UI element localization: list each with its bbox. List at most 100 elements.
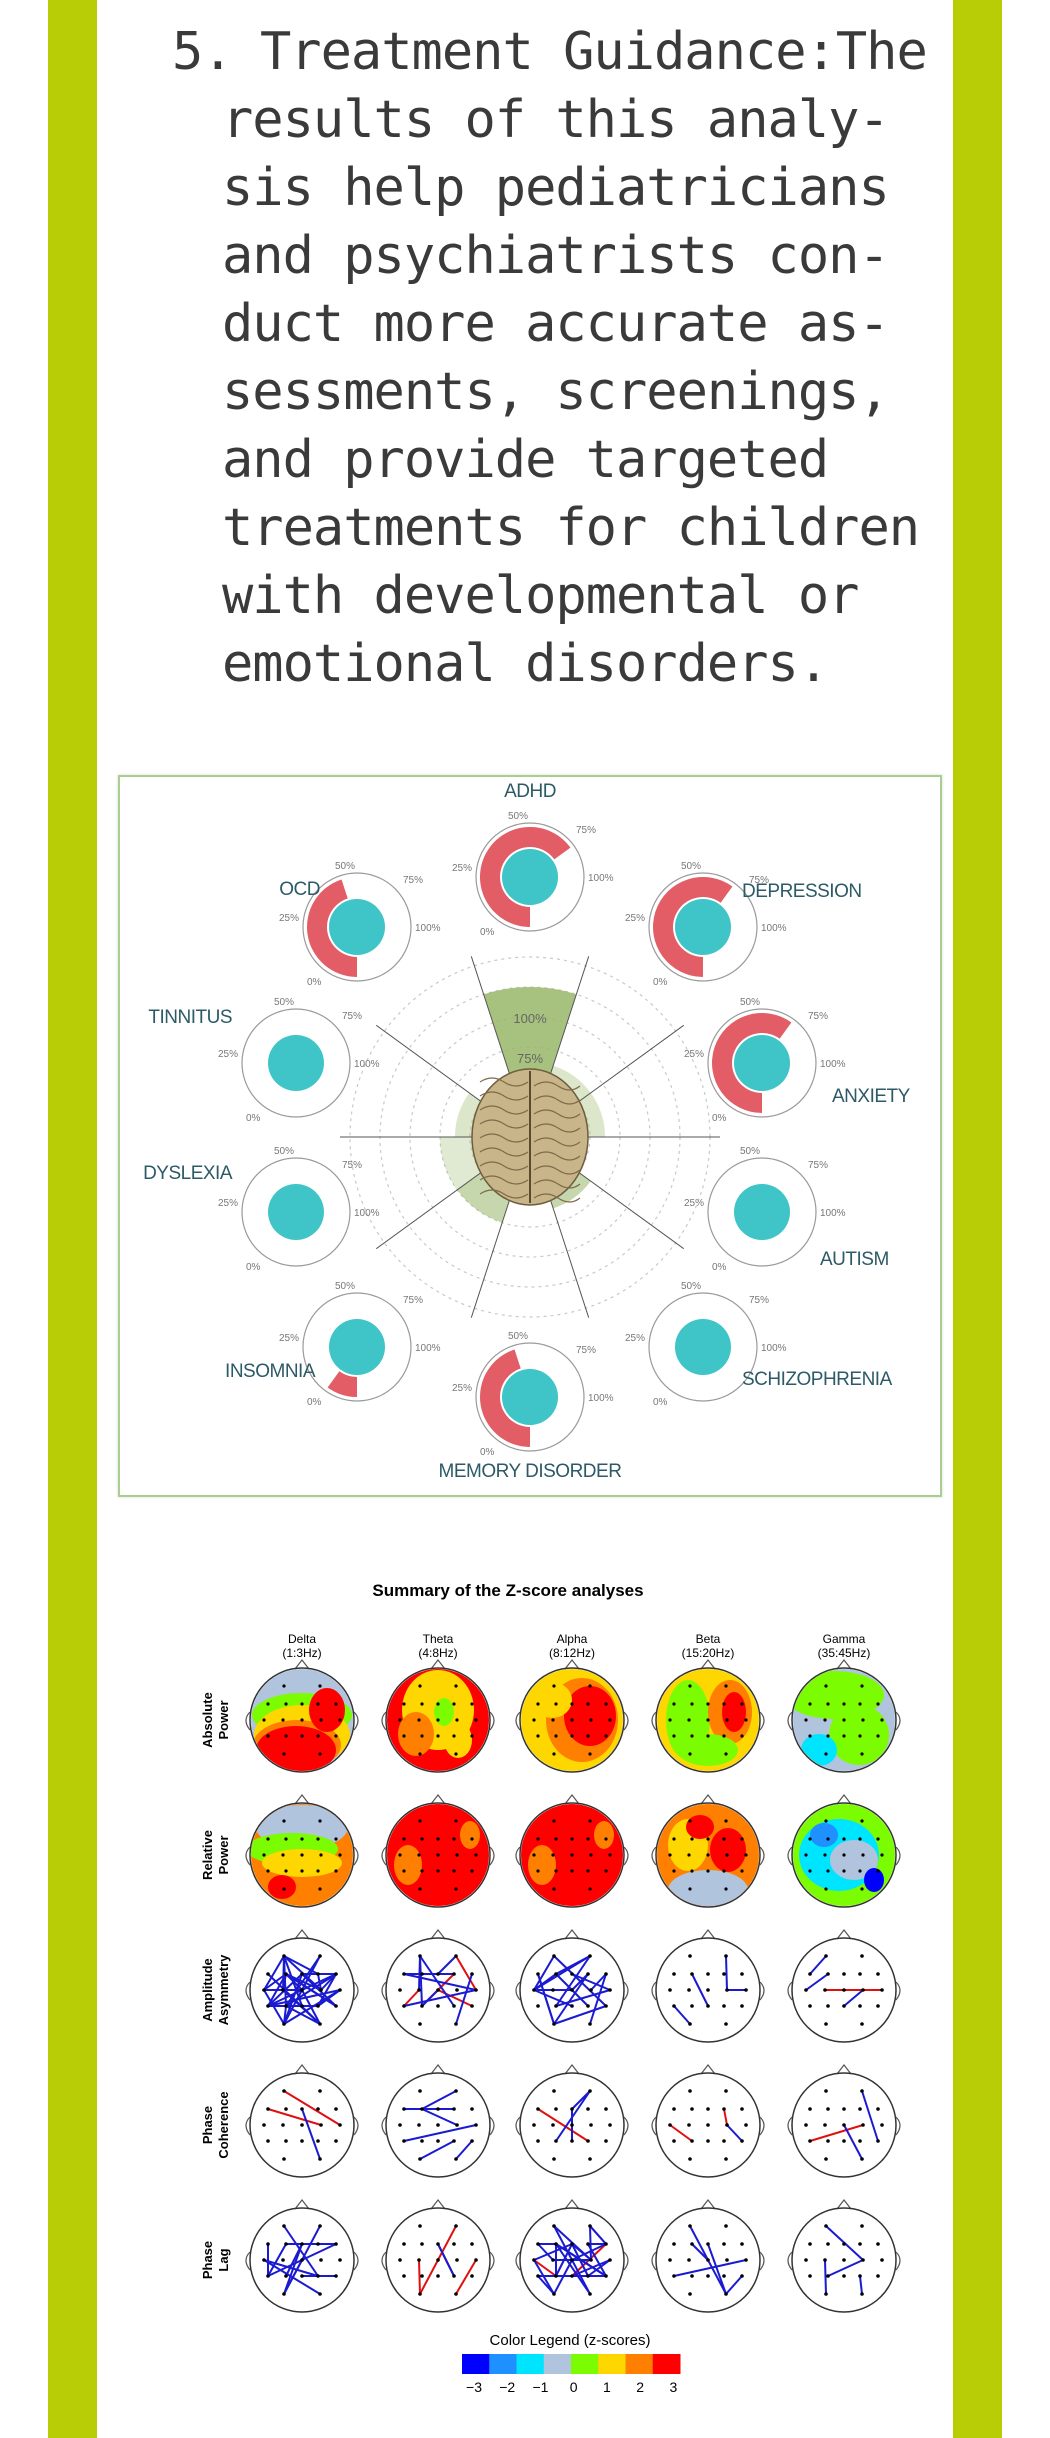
electrode-dot bbox=[668, 1853, 672, 1857]
electrode-dot bbox=[452, 2274, 456, 2278]
connection-line bbox=[455, 1955, 477, 1991]
head-outline bbox=[385, 2072, 491, 2178]
electrode-dot bbox=[418, 1819, 422, 1823]
electrode-dot bbox=[826, 2004, 830, 2008]
connection-line bbox=[267, 2243, 287, 2277]
electrode-dot bbox=[532, 2123, 536, 2127]
brain-gyrus bbox=[479, 1105, 581, 1119]
connection-line bbox=[805, 1973, 829, 1991]
electrode-dot bbox=[417, 1853, 421, 1857]
connection-line bbox=[267, 2108, 322, 2126]
connectivity-head bbox=[515, 2064, 629, 2178]
electrode-dot bbox=[418, 1752, 422, 1756]
head-ear bbox=[489, 1981, 495, 2001]
topomap-blob bbox=[830, 1840, 878, 1880]
head-ear bbox=[381, 2116, 387, 2136]
electrode-dot bbox=[318, 1887, 322, 1891]
disorder-gauge: 50% 75% 25% 100% 0% bbox=[684, 1146, 846, 1273]
connection-line bbox=[285, 1973, 337, 2007]
electrode-dot bbox=[586, 1972, 590, 1976]
head-ear bbox=[245, 2251, 251, 2271]
head-ear bbox=[489, 2116, 495, 2136]
electrode-dot bbox=[842, 2004, 846, 2008]
connectivity-head bbox=[651, 2199, 765, 2313]
gauge-core bbox=[502, 1369, 558, 1425]
electrode-dot bbox=[300, 1837, 304, 1841]
head-outline bbox=[249, 1802, 355, 1908]
head-ear bbox=[353, 2116, 359, 2136]
electrode-dot bbox=[604, 1972, 608, 1976]
electrode-dot bbox=[418, 2089, 422, 2093]
electrode-dot bbox=[842, 1837, 846, 1841]
electrode-dot bbox=[858, 2274, 862, 2278]
connection-line bbox=[437, 2243, 455, 2277]
electrode-dot bbox=[842, 2107, 846, 2111]
electrode-dot bbox=[455, 1718, 459, 1722]
topomap-head bbox=[245, 1794, 359, 1908]
gauge-tick-label: 100% bbox=[820, 1059, 846, 1070]
electrode-dot bbox=[402, 2242, 406, 2246]
electrode-dot bbox=[300, 2274, 304, 2278]
gauge-tick-label: 75% bbox=[749, 875, 769, 886]
electrode-dot bbox=[402, 1972, 406, 1976]
electrode-dot bbox=[436, 1972, 440, 1976]
band-name: Theta bbox=[423, 1632, 454, 1646]
electrode-dot bbox=[318, 2022, 322, 2026]
connection-line bbox=[725, 2275, 743, 2295]
head-nose bbox=[294, 2064, 310, 2075]
row-label: Power bbox=[216, 1835, 231, 1874]
head-ear bbox=[759, 1711, 765, 1731]
electrode-dot bbox=[861, 1853, 865, 1857]
gauge-tick-label: 100% bbox=[354, 1208, 380, 1219]
electrode-dot bbox=[536, 1869, 540, 1873]
electrode-dot bbox=[300, 2258, 304, 2262]
connectivity-head bbox=[651, 2064, 765, 2178]
electrode-dot bbox=[588, 1752, 592, 1756]
connection-line bbox=[403, 1989, 477, 2007]
electrode-dot bbox=[823, 2258, 827, 2262]
electrode-dot bbox=[282, 1684, 286, 1688]
gauge-fill-arc bbox=[480, 1349, 530, 1447]
connection-line bbox=[725, 1955, 728, 1991]
disorder-gauge: 50% 75% 25% 100% 0% bbox=[218, 997, 380, 1124]
connection-line bbox=[555, 2243, 573, 2277]
electrode-dot bbox=[690, 2242, 694, 2246]
electrode-dot bbox=[338, 1988, 342, 1992]
electrode-dot bbox=[316, 1869, 320, 1873]
electrode-dot bbox=[876, 1837, 880, 1841]
electrode-dot bbox=[570, 1734, 574, 1738]
electrode-dot bbox=[334, 1869, 338, 1873]
electrode-dot bbox=[672, 2139, 676, 2143]
gauge-tick-label: 50% bbox=[335, 861, 355, 872]
electrode-dot bbox=[436, 2242, 440, 2246]
disorder-gauge: 50% 75% 25% 100% 0% bbox=[625, 1281, 787, 1408]
electrode-dot bbox=[824, 1819, 828, 1823]
electrode-dot bbox=[588, 2089, 592, 2093]
disorder-radar-chart: 100%75%50%50%75%25%100%0%ADHD50%75%25%10… bbox=[143, 781, 911, 1482]
connectivity-head bbox=[787, 2199, 901, 2313]
electrode-dot bbox=[266, 1734, 270, 1738]
head-ear bbox=[787, 2251, 793, 2271]
electrode-dot bbox=[826, 1702, 830, 1706]
disorder-label: TINNITUS bbox=[148, 1007, 232, 1028]
electrode-dot bbox=[552, 2292, 556, 2296]
head-outline bbox=[385, 1667, 491, 1773]
electrode-dot bbox=[536, 2139, 540, 2143]
head-nose bbox=[700, 1929, 716, 1940]
head-nose bbox=[564, 2064, 580, 2075]
electrode-dot bbox=[725, 1988, 729, 1992]
electrode-dot bbox=[318, 1684, 322, 1688]
electrode-dot bbox=[402, 2274, 406, 2278]
head-outline bbox=[519, 1667, 625, 1773]
topomap-blob bbox=[528, 1845, 556, 1885]
electrode-dot bbox=[338, 1853, 342, 1857]
electrode-dot bbox=[262, 1718, 266, 1722]
electrode-dot bbox=[824, 2224, 828, 2228]
electrode-dot bbox=[436, 2139, 440, 2143]
electrode-dot bbox=[334, 2139, 338, 2143]
electrode-dot bbox=[858, 1869, 862, 1873]
connectivity-head bbox=[381, 1929, 495, 2043]
connectivity-head bbox=[245, 2199, 359, 2313]
electrode-dot bbox=[470, 1734, 474, 1738]
electrode-dot bbox=[536, 1734, 540, 1738]
